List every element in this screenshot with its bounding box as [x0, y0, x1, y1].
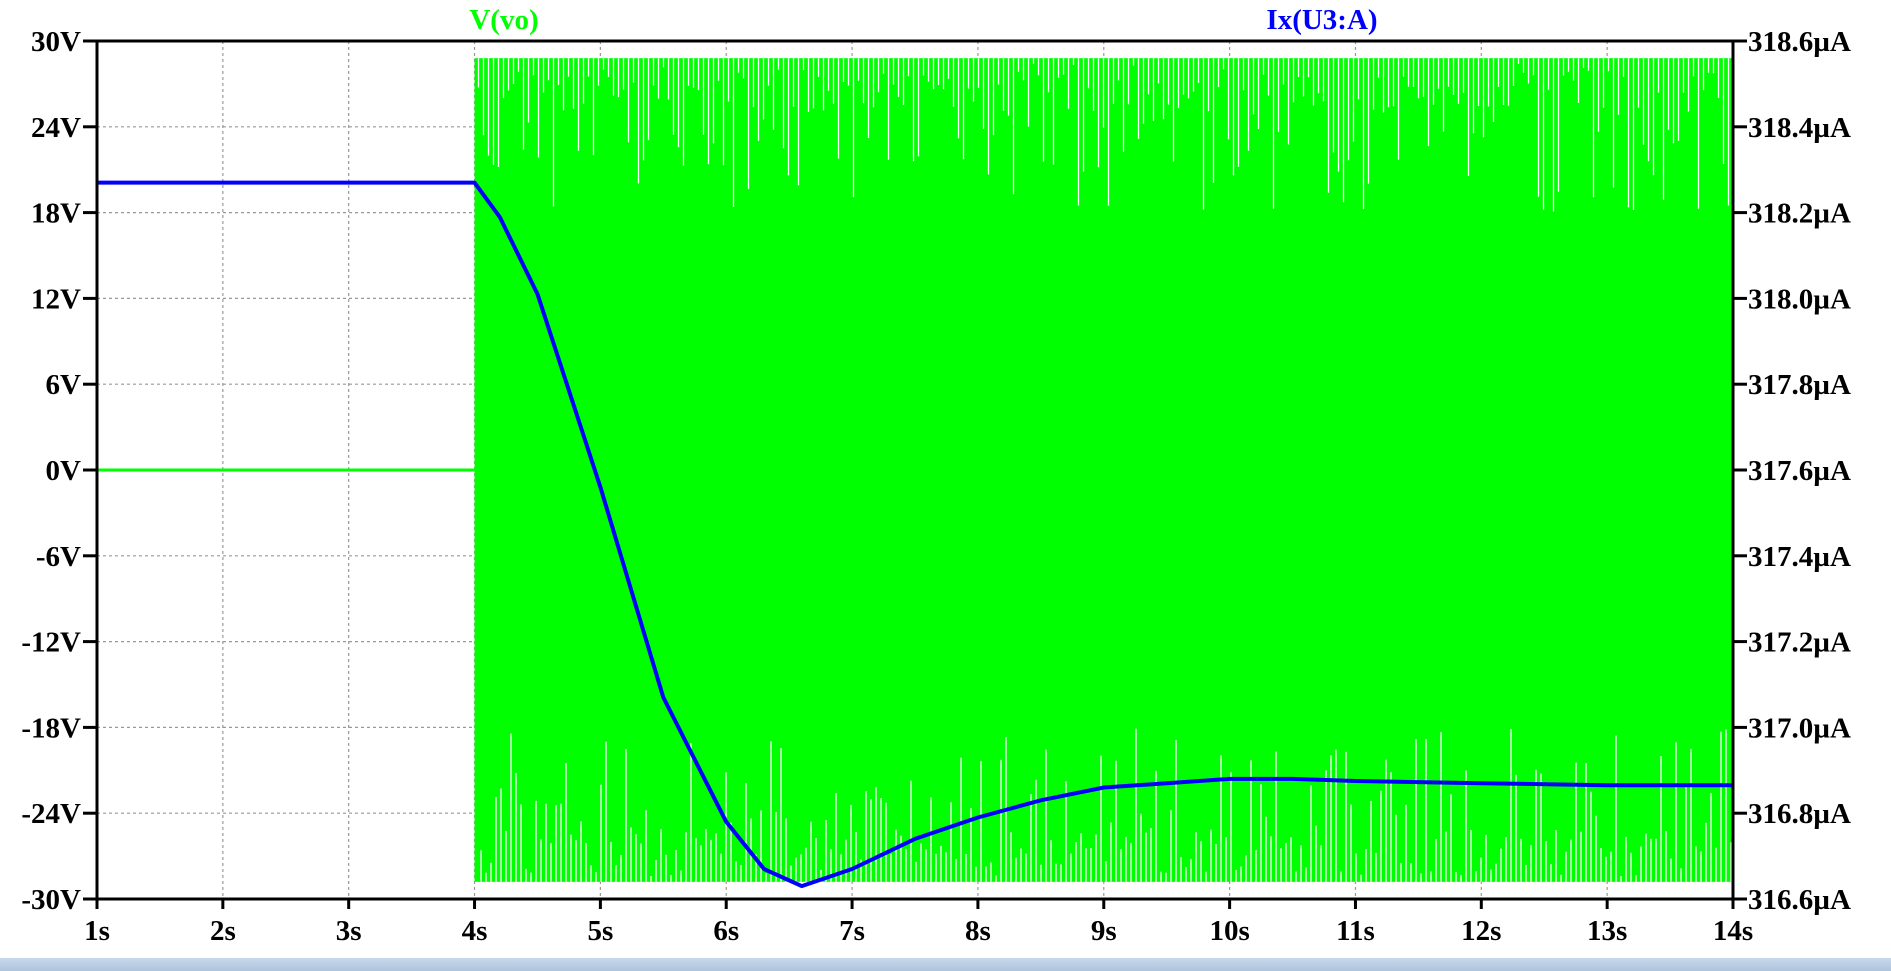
y-right-tick-label: 316.6µA: [1748, 884, 1851, 916]
y-right-tick-label: 317.0µA: [1748, 712, 1851, 744]
y-right-tick-label: 317.8µA: [1748, 369, 1851, 401]
legend-ix-u3a: Ix(U3:A): [1266, 4, 1377, 36]
x-tick-label: 4s: [462, 915, 488, 947]
legend-vvo: V(vo): [469, 4, 538, 36]
y-left-tick-label: -12V: [21, 627, 81, 659]
y-left-tick-label: -24V: [21, 798, 81, 830]
y-left-tick-label: 24V: [31, 112, 81, 144]
window-bottom-edge: [0, 958, 1891, 971]
x-tick-label: 5s: [587, 915, 613, 947]
x-tick-label: 14s: [1713, 915, 1753, 947]
x-tick-label: 7s: [839, 915, 865, 947]
y-right-tick-label: 318.6µA: [1748, 26, 1851, 58]
y-left-tick-label: 12V: [31, 283, 81, 315]
y-right-tick-label: 317.6µA: [1748, 455, 1851, 487]
y-left-tick-label: 0V: [46, 455, 82, 487]
x-tick-label: 8s: [965, 915, 991, 947]
x-tick-label: 11s: [1336, 915, 1375, 947]
y-left-tick-label: 18V: [31, 198, 81, 230]
x-tick-label: 13s: [1587, 915, 1627, 947]
x-tick-label: 2s: [210, 915, 236, 947]
y-left-tick-label: -18V: [21, 712, 81, 744]
y-left-tick-label: -30V: [21, 884, 81, 916]
y-right-tick-label: 316.8µA: [1748, 798, 1851, 830]
x-tick-label: 12s: [1461, 915, 1501, 947]
x-tick-label: 9s: [1091, 915, 1117, 947]
y-right-tick-label: 317.2µA: [1748, 627, 1851, 659]
y-right-tick-label: 318.4µA: [1748, 112, 1851, 144]
y-right-tick-label: 318.2µA: [1748, 198, 1851, 230]
y-right-tick-label: 318.0µA: [1748, 283, 1851, 315]
x-tick-label: 10s: [1209, 915, 1249, 947]
x-tick-label: 3s: [336, 915, 362, 947]
y-right-tick-label: 317.4µA: [1748, 541, 1851, 573]
y-left-tick-label: 30V: [31, 26, 81, 58]
y-left-tick-label: -6V: [36, 541, 81, 573]
x-tick-label: 1s: [84, 915, 110, 947]
y-left-tick-label: 6V: [46, 369, 82, 401]
series-ix-u3a-line: [97, 180, 1733, 889]
series-vvo-envelope-detail: [477, 58, 1732, 882]
x-tick-label: 6s: [713, 915, 739, 947]
series-vvo-oscillation-band: [474, 58, 1733, 882]
